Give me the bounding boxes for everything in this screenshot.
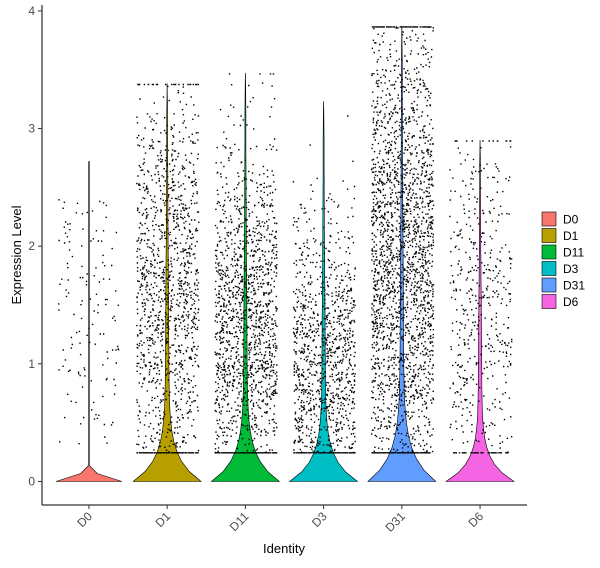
violin-D0: [55, 161, 122, 482]
points-D6: [449, 140, 513, 454]
violin-D1: [132, 83, 202, 482]
violins-layer: [55, 25, 515, 482]
x-tick-label: D6: [465, 509, 486, 530]
jitter-points-layer: [58, 26, 513, 454]
points-D1: [136, 83, 200, 454]
x-tick-label: D31: [382, 509, 408, 535]
violin-D31: [367, 25, 437, 482]
x-tick-label: D1: [153, 509, 174, 530]
legend-key-D0: [541, 211, 557, 227]
legend-label-D11: D11: [563, 246, 584, 260]
legend-key-D6: [541, 294, 557, 309]
legend-label-D3: D3: [563, 262, 579, 276]
y-tick-label: 0: [28, 474, 35, 488]
legend-label-D31: D31: [563, 279, 585, 293]
y-tick-label: 1: [28, 357, 35, 371]
legend-label-D6: D6: [563, 295, 579, 309]
legend: D0 D1 D11 D3 D31 D6: [541, 211, 585, 309]
legend-key-D11: [541, 244, 557, 260]
y-ticks: 0 1 2 3 4: [28, 4, 42, 488]
y-tick-label: 4: [28, 4, 35, 18]
points-D31: [370, 26, 435, 454]
violin-D11: [210, 72, 281, 482]
x-tick-label: D11: [227, 509, 252, 534]
points-D3: [292, 115, 356, 454]
x-ticks: D0 D1 D11 D3 D31 D6: [74, 505, 486, 535]
legend-key-D1: [541, 228, 557, 243]
y-tick-label: 2: [28, 239, 35, 253]
y-tick-label: 3: [28, 122, 35, 136]
legend-key-D31: [541, 277, 557, 293]
points-D11: [214, 73, 278, 454]
y-axis-title: Expression Level: [9, 205, 24, 304]
legend-label-D1: D1: [563, 229, 579, 243]
violin-D3: [288, 101, 359, 482]
x-tick-label: D0: [74, 509, 95, 530]
legend-key-D3: [541, 261, 557, 276]
violin-D6: [445, 140, 515, 482]
legend-label-D0: D0: [563, 213, 579, 227]
x-tick-label: D3: [309, 509, 330, 530]
x-axis-title: Identity: [263, 541, 305, 556]
